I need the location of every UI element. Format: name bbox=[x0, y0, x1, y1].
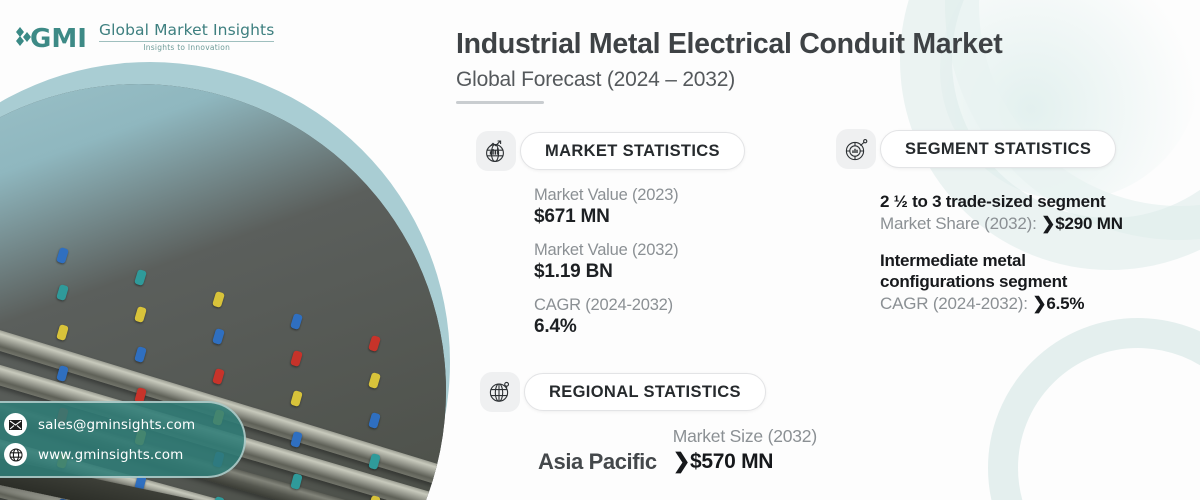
segment-metric-value: ❯$290 MN bbox=[1041, 214, 1123, 234]
page-subtitle: Global Forecast (2024 – 2032) bbox=[456, 68, 736, 91]
market-statistics-header: MARKET STATISTICS bbox=[476, 131, 745, 171]
regional-statistics-header: REGIONAL STATISTICS bbox=[480, 372, 817, 412]
segment-metric: CAGR (2024-2032): ❯6.5% bbox=[880, 294, 1123, 314]
regional-statistics-label: REGIONAL STATISTICS bbox=[524, 373, 766, 411]
logo-tagline: Insights to Innovation bbox=[143, 43, 231, 52]
title-underline bbox=[456, 101, 544, 104]
segment-metric-label: Market Share (2032): bbox=[880, 214, 1042, 234]
envelope-icon bbox=[4, 413, 27, 436]
market-stat-item: Market Value (2032) $1.19 BN bbox=[534, 241, 745, 283]
market-statistics-label: MARKET STATISTICS bbox=[520, 132, 745, 170]
market-statistics-section: MARKET STATISTICS Market Value (2023) $6… bbox=[476, 131, 745, 351]
logo-company-name: Global Market Insights bbox=[99, 20, 275, 39]
market-stat-caption: Market Value (2023) bbox=[534, 186, 679, 204]
market-stat-caption: CAGR (2024-2032) bbox=[534, 296, 673, 314]
segment-name: 2 ½ to 3 trade-sized segment bbox=[880, 192, 1106, 211]
segment-statistics-header: SEGMENT STATISTICS bbox=[836, 129, 1123, 169]
contact-website: www.gminsights.com bbox=[38, 446, 184, 463]
segment-metric-value: ❯6.5% bbox=[1032, 294, 1085, 314]
regional-statistics-section: REGIONAL STATISTICS Asia Pacific Market … bbox=[480, 372, 817, 474]
contact-email: sales@gminsights.com bbox=[38, 416, 196, 433]
globe-pin-icon bbox=[480, 372, 520, 412]
segment-name: Intermediate metal configurations segmen… bbox=[880, 251, 1068, 292]
market-stat-item: Market Value (2023) $671 MN bbox=[534, 186, 745, 228]
globe-bar-chart-icon bbox=[476, 131, 516, 171]
market-stat-value: 6.4% bbox=[534, 316, 577, 337]
logo-divider bbox=[99, 41, 275, 42]
donut-chart-icon bbox=[836, 129, 876, 169]
segment-statistics-section: SEGMENT STATISTICS 2 ½ to 3 trade-sized … bbox=[836, 129, 1123, 330]
background-arc-bottom-right bbox=[988, 318, 1200, 500]
contact-website-row[interactable]: www.gminsights.com bbox=[4, 443, 226, 466]
segment-statistics-list: 2 ½ to 3 trade-sized segment Market Shar… bbox=[880, 191, 1123, 314]
market-statistics-list: Market Value (2023) $671 MN Market Value… bbox=[534, 186, 745, 338]
market-stat-caption: Market Value (2032) bbox=[534, 241, 679, 259]
contact-email-row[interactable]: sales@gminsights.com bbox=[4, 413, 226, 436]
segment-metric: Market Share (2032): ❯$290 MN bbox=[880, 214, 1123, 234]
page-title: Industrial Metal Electrical Conduit Mark… bbox=[456, 28, 1003, 60]
globe-icon bbox=[4, 443, 27, 466]
market-stat-value: $1.19 BN bbox=[534, 261, 613, 282]
brand-logo[interactable]: GMI Global Market Insights Insights to I… bbox=[14, 20, 275, 54]
region-name: Asia Pacific bbox=[538, 448, 657, 474]
header: Industrial Metal Electrical Conduit Mark… bbox=[456, 28, 1003, 104]
segment-metric-label: CAGR (2024-2032): bbox=[880, 294, 1033, 314]
market-stat-item: CAGR (2024-2032) 6.4% bbox=[534, 296, 745, 338]
svg-text:GMI: GMI bbox=[30, 24, 87, 54]
market-stat-value: $671 MN bbox=[534, 206, 610, 227]
segment-item: 2 ½ to 3 trade-sized segment Market Shar… bbox=[880, 191, 1123, 234]
region-value: ❯$570 MN bbox=[672, 450, 774, 473]
regional-statistics-body: Asia Pacific Market Size (2032) ❯$570 MN bbox=[538, 426, 817, 474]
gmi-logo-icon: GMI bbox=[16, 24, 87, 54]
contact-panel: sales@gminsights.com www.gminsights.com bbox=[0, 401, 246, 478]
segment-item: Intermediate metal configurations segmen… bbox=[880, 250, 1123, 314]
segment-statistics-label: SEGMENT STATISTICS bbox=[880, 130, 1117, 168]
region-caption: Market Size (2032) bbox=[672, 426, 817, 446]
